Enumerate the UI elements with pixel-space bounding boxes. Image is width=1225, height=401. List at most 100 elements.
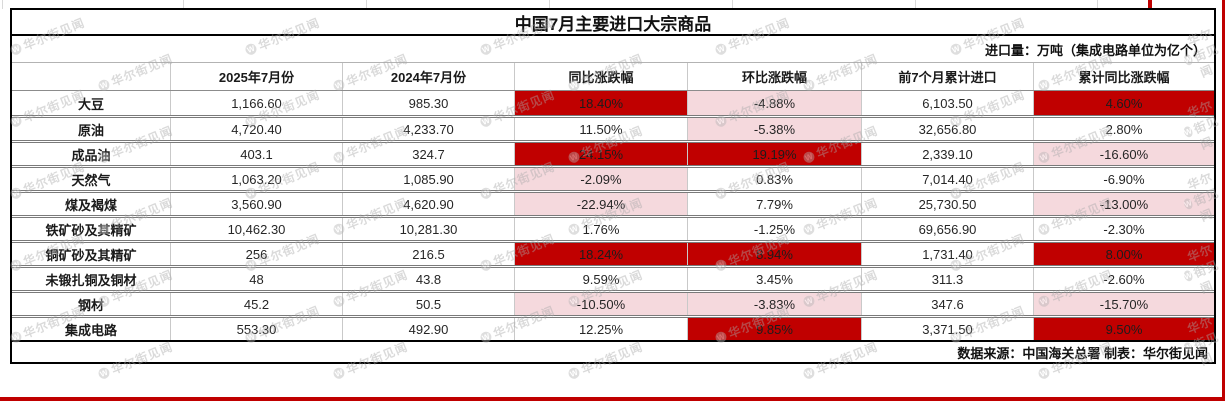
- value-cell: 48: [170, 268, 342, 290]
- value-cell: 403.1: [170, 143, 342, 165]
- wallstreetcn-logo-icon: W: [1036, 366, 1052, 381]
- value-cell: -2.30%: [1033, 218, 1214, 240]
- value-cell: 8.94%: [687, 243, 861, 265]
- value-cell: -1.25%: [687, 218, 861, 240]
- header-col-6: 累计同比涨跌幅: [1033, 63, 1214, 90]
- table-row: 集成电路 553.30 492.90 12.25% 9.85% 3,371.50 9.50%: [12, 315, 1214, 340]
- value-cell: 256: [170, 243, 342, 265]
- table-row: 天然气 1,063.20 1,085.90 -2.09% 0.83% 7,014.40 -6…: [12, 165, 1214, 190]
- table-row: 大豆 1,166.60 985.30 18.40% -4.88% 6,103.50 4.60…: [12, 90, 1214, 115]
- value-cell: 45.2: [170, 293, 342, 315]
- table-row: 煤及褐煤 3,560.90 4,620.90 -22.94% 7.79% 25,730.5…: [12, 190, 1214, 215]
- gridline: [183, 0, 184, 9]
- table-body: 大豆 1,166.60 985.30 18.40% -4.88% 6,103.50 4.60…: [12, 90, 1214, 340]
- wallstreetcn-logo-icon: W: [331, 366, 347, 381]
- value-cell: 32,656.80: [861, 118, 1033, 140]
- commodity-name: 集成电路: [64, 322, 117, 338]
- value-cell: 6,103.50: [861, 91, 1033, 115]
- value-cell: 69,656.90: [861, 218, 1033, 240]
- wallstreetcn-logo-icon: W: [566, 366, 582, 381]
- value-cell: 8.00%: [1033, 243, 1214, 265]
- value-cell: 324.7: [342, 143, 514, 165]
- gridline: [1097, 0, 1098, 9]
- header-col-1: 2025年7月份: [170, 63, 342, 90]
- value-cell: 18.24%: [514, 243, 687, 265]
- value-cell: 4.60%: [1033, 91, 1214, 115]
- gridline: [915, 0, 916, 9]
- value-cell: 1,085.90: [342, 168, 514, 190]
- header-col-2: 2024年7月份: [342, 63, 514, 90]
- value-cell: -13.00%: [1033, 193, 1214, 215]
- value-cell: 492.90: [342, 318, 514, 340]
- value-cell: 43.8: [342, 268, 514, 290]
- value-cell: 347.6: [861, 293, 1033, 315]
- table-row: 钢材 45.2 50.5 -10.50% -3.83% 347.6 -15.70%: [12, 290, 1214, 315]
- import-data-table: 中国7月主要进口大宗商品 进口量：万吨（集成电路单位为亿个） 2025年7月份 2…: [10, 8, 1216, 364]
- table-title: 中国7月主要进口大宗商品: [12, 10, 1214, 36]
- value-cell: 2,339.10: [861, 143, 1033, 165]
- table-row: 成品油 403.1 324.7 24.15% 19.19% 2,339.10 -16.60%: [12, 140, 1214, 165]
- table-row: 铁矿砂及其精矿 10,462.30 10,281.30 1.76% -1.25% 69,6…: [12, 215, 1214, 240]
- value-cell: 9.59%: [514, 268, 687, 290]
- value-cell: 0.83%: [687, 168, 861, 190]
- gridline: [732, 0, 733, 9]
- unit-note-text: 进口量：万吨（集成电路单位为亿个）: [984, 42, 1206, 58]
- value-cell: -2.60%: [1033, 268, 1214, 290]
- value-cell: 2.80%: [1033, 118, 1214, 140]
- value-cell: 7.79%: [687, 193, 861, 215]
- commodity-name: 成品油: [71, 147, 111, 163]
- source-note-row: 数据来源：中国海关总署 制表：华尔街见闻: [12, 340, 1214, 362]
- gridline: [366, 0, 367, 9]
- value-cell: 9.85%: [687, 318, 861, 340]
- value-cell: 1,731.40: [861, 243, 1033, 265]
- value-cell: 12.25%: [514, 318, 687, 340]
- value-cell: 9.50%: [1033, 318, 1214, 340]
- value-cell: 3.45%: [687, 268, 861, 290]
- header-commodity: [12, 63, 170, 90]
- value-cell: 4,720.40: [170, 118, 342, 140]
- gridline: [549, 0, 550, 9]
- title-text: 中国7月主要进口大宗商品: [514, 14, 712, 34]
- value-cell: 3,371.50: [861, 318, 1033, 340]
- value-cell: 1,063.20: [170, 168, 342, 190]
- commodity-name: 大豆: [77, 96, 104, 112]
- commodity-name: 铁矿砂及其精矿: [45, 222, 137, 238]
- table-row: 未锻扎铜及铜材 48 43.8 9.59% 3.45% 311.3 -2.60%: [12, 265, 1214, 290]
- top-red-border-fragment: [1148, 0, 1152, 9]
- commodity-name: 煤及褐煤: [64, 197, 117, 213]
- value-cell: -3.83%: [687, 293, 861, 315]
- value-cell: 4,620.90: [342, 193, 514, 215]
- table-row: 铜矿砂及其精矿 256 216.5 18.24% 8.94% 1,731.40 8.00%: [12, 240, 1214, 265]
- value-cell: 11.50%: [514, 118, 687, 140]
- value-cell: -15.70%: [1033, 293, 1214, 315]
- commodity-name: 铜矿砂及其精矿: [45, 247, 137, 263]
- value-cell: 50.5: [342, 293, 514, 315]
- source-note-text: 数据来源：中国海关总署 制表：华尔街见闻: [957, 345, 1208, 361]
- value-cell: 25,730.50: [861, 193, 1033, 215]
- commodity-name: 原油: [77, 122, 104, 138]
- value-cell: 985.30: [342, 91, 514, 115]
- unit-note-row: 进口量：万吨（集成电路单位为亿个）: [12, 36, 1214, 62]
- value-cell: 553.30: [170, 318, 342, 340]
- value-cell: 4,233.70: [342, 118, 514, 140]
- header-col-3: 同比涨跌幅: [514, 63, 687, 90]
- header-col-5: 前7个月累计进口: [861, 63, 1033, 90]
- value-cell: -16.60%: [1033, 143, 1214, 165]
- value-cell: 3,560.90: [170, 193, 342, 215]
- commodity-name: 天然气: [71, 172, 111, 188]
- value-cell: 7,014.40: [861, 168, 1033, 190]
- value-cell: 1,166.60: [170, 91, 342, 115]
- header-col-4: 环比涨跌幅: [687, 63, 861, 90]
- value-cell: 18.40%: [514, 91, 687, 115]
- commodity-name: 钢材: [77, 297, 104, 313]
- right-red-border: [1222, 0, 1225, 401]
- wallstreetcn-logo-icon: W: [96, 366, 112, 381]
- value-cell: 19.19%: [687, 143, 861, 165]
- value-cell: -22.94%: [514, 193, 687, 215]
- value-cell: 311.3: [861, 268, 1033, 290]
- table-row: 原油 4,720.40 4,233.70 11.50% -5.38% 32,656.80 2…: [12, 115, 1214, 140]
- value-cell: 10,281.30: [342, 218, 514, 240]
- gridline: [2, 0, 3, 9]
- value-cell: 10,462.30: [170, 218, 342, 240]
